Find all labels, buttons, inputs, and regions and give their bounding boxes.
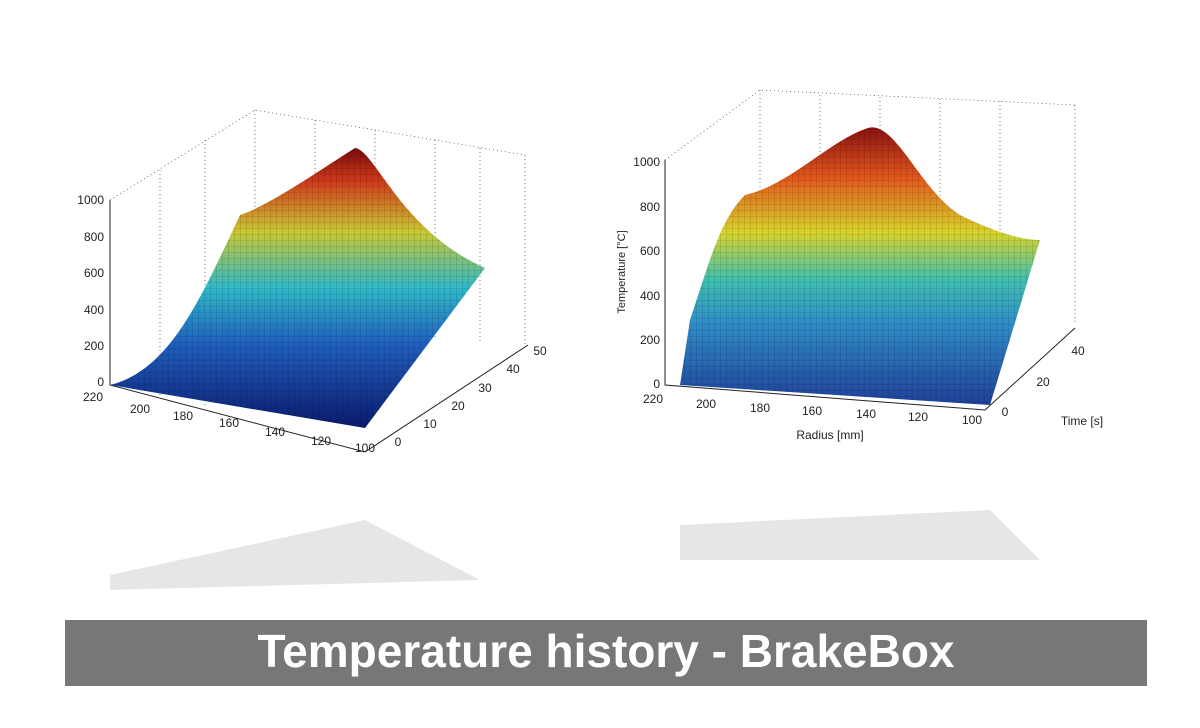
tick-label: 100 bbox=[355, 441, 375, 455]
tick-label: 600 bbox=[84, 266, 104, 280]
tick-label: 10 bbox=[423, 417, 437, 431]
tick-label: 40 bbox=[1071, 344, 1085, 358]
tick-label: 30 bbox=[478, 381, 492, 395]
tick-label: 600 bbox=[640, 244, 660, 258]
tick-label: 200 bbox=[696, 397, 716, 411]
axes bbox=[664, 160, 1076, 411]
tick-label: 100 bbox=[962, 413, 982, 427]
tick-label: 0 bbox=[395, 435, 402, 449]
tick-label: 0 bbox=[653, 377, 660, 391]
tick-label: 120 bbox=[908, 410, 928, 424]
axes bbox=[109, 200, 529, 453]
tick-label: 400 bbox=[84, 303, 104, 317]
tick-label: 0 bbox=[97, 375, 104, 389]
tick-label: 140 bbox=[265, 425, 285, 439]
x-axis-label: Radius [mm] bbox=[796, 428, 863, 442]
tick-label: 800 bbox=[84, 230, 104, 244]
tick-label: 1000 bbox=[77, 193, 104, 207]
banner bbox=[65, 620, 1147, 686]
tick-label: 200 bbox=[130, 402, 150, 416]
tick-label: 220 bbox=[83, 390, 103, 404]
tick-label: 140 bbox=[856, 407, 876, 421]
tick-label: 400 bbox=[640, 289, 660, 303]
tick-label: 50 bbox=[533, 344, 547, 358]
tick-label: 220 bbox=[643, 392, 663, 406]
tick-label: 180 bbox=[750, 401, 770, 415]
tick-label: 1000 bbox=[633, 155, 660, 169]
y-axis-label: Time [s] bbox=[1061, 414, 1103, 428]
banner-title: Temperature history - BrakeBox bbox=[257, 625, 954, 677]
tick-label: 40 bbox=[506, 362, 520, 376]
tick-label: 0 bbox=[1002, 405, 1009, 419]
right-plot: Temperature [°C] Radius [mm] Time [s] 10… bbox=[616, 89, 1103, 442]
tick-label: 20 bbox=[451, 399, 465, 413]
tick-label: 200 bbox=[84, 339, 104, 353]
surface-mesh bbox=[680, 127, 1040, 405]
tick-label: 20 bbox=[1036, 375, 1050, 389]
tick-label: 200 bbox=[640, 333, 660, 347]
tick-label: 160 bbox=[802, 404, 822, 418]
reflection bbox=[110, 510, 1040, 590]
z-axis-label: Temperature [°C] bbox=[616, 230, 628, 313]
surface-mesh bbox=[110, 148, 485, 428]
tick-label: 160 bbox=[219, 416, 239, 430]
tick-label: 180 bbox=[173, 409, 193, 423]
tick-label: 800 bbox=[640, 200, 660, 214]
tick-label: 120 bbox=[311, 434, 331, 448]
